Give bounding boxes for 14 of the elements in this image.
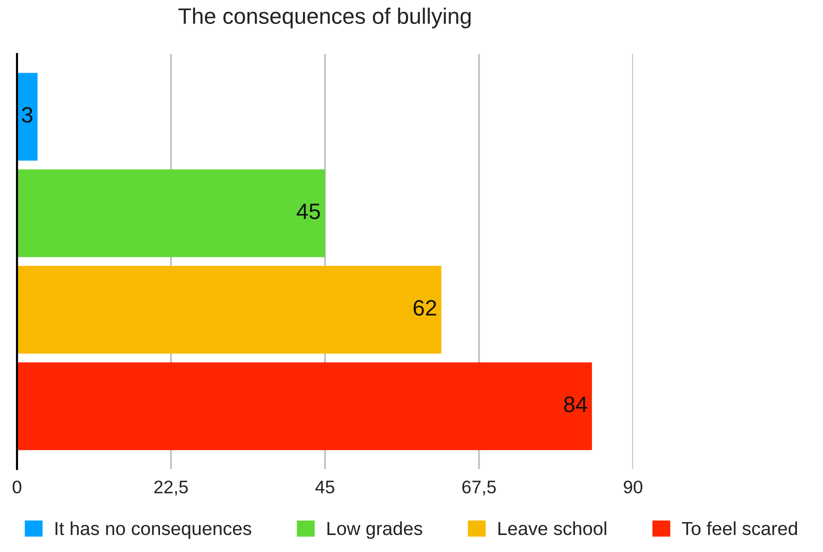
- x-tick-label: 0: [12, 480, 22, 494]
- legend-label: Low grades: [327, 521, 422, 539]
- data-label: 45: [296, 204, 320, 220]
- x-tick-label: 90: [624, 480, 642, 494]
- legend-label: It has no consequences: [56, 521, 252, 539]
- data-label: 62: [414, 300, 436, 316]
- chart-title: The consequences of bullying: [178, 8, 471, 28]
- data-label: 3: [22, 106, 32, 123]
- data-label: 84: [564, 396, 588, 412]
- x-tick-label: 45: [315, 480, 334, 494]
- legend-label: Leave school: [498, 521, 606, 536]
- legend-label: To feel scared: [682, 521, 798, 536]
- x-tick-label: 22,5: [154, 480, 188, 496]
- x-tick-label: 67,5: [462, 480, 496, 496]
